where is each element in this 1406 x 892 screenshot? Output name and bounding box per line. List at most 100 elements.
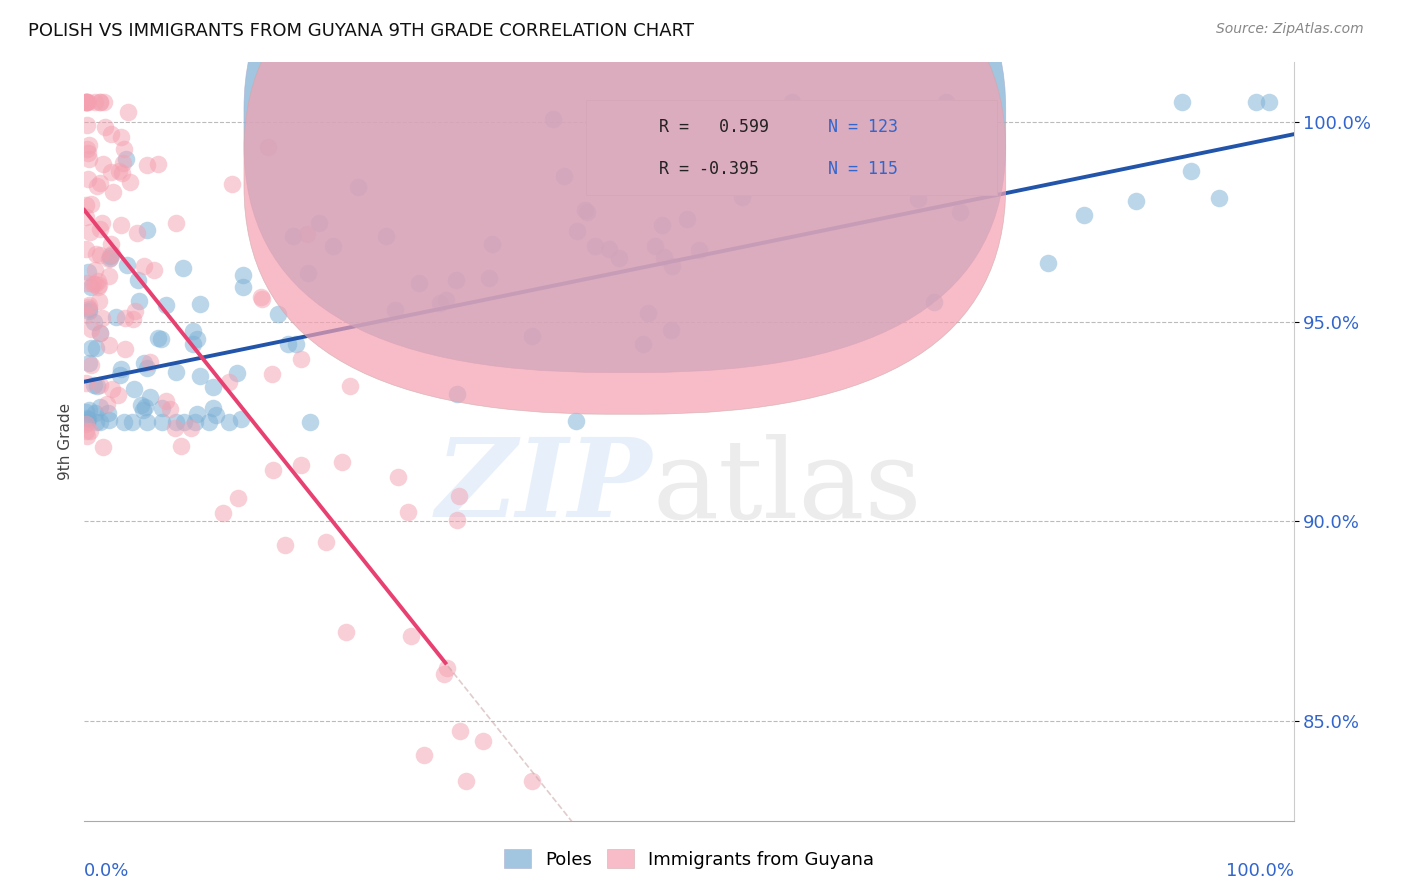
Point xyxy=(79,341,101,355)
Point xyxy=(201,401,224,416)
Y-axis label: 9th Grade: 9th Grade xyxy=(58,403,73,480)
Point xyxy=(481,237,503,252)
Point xyxy=(136,360,159,375)
Point xyxy=(91,440,114,454)
Point xyxy=(436,661,458,675)
Point xyxy=(77,300,100,314)
FancyBboxPatch shape xyxy=(586,101,997,195)
Point xyxy=(172,261,194,276)
Point xyxy=(1036,256,1059,270)
Point xyxy=(122,312,145,326)
Point xyxy=(413,748,436,763)
Point xyxy=(907,192,929,206)
Point xyxy=(598,242,620,256)
Point xyxy=(688,243,710,257)
Point xyxy=(148,157,170,171)
Point xyxy=(111,166,134,180)
Point xyxy=(315,534,337,549)
Point xyxy=(77,264,100,278)
Point xyxy=(134,356,156,370)
Point xyxy=(218,376,240,390)
Point xyxy=(250,290,273,304)
Point xyxy=(155,298,177,312)
Point xyxy=(335,624,357,639)
Point xyxy=(152,415,174,429)
Point xyxy=(115,258,138,272)
Point xyxy=(76,95,98,110)
Point xyxy=(77,356,100,370)
Point xyxy=(284,337,307,351)
Point xyxy=(714,114,737,128)
Point xyxy=(165,216,187,230)
Point xyxy=(450,724,472,739)
Point xyxy=(387,470,409,484)
Point xyxy=(80,322,103,336)
Point xyxy=(131,398,153,412)
Point xyxy=(218,415,240,429)
Point xyxy=(98,412,121,426)
Point xyxy=(79,152,101,166)
Point xyxy=(76,276,98,290)
Point xyxy=(922,294,945,309)
Point xyxy=(75,95,97,110)
Point xyxy=(79,424,101,438)
Point xyxy=(84,341,107,355)
Point xyxy=(384,302,406,317)
Point xyxy=(935,95,957,110)
Text: ZIP: ZIP xyxy=(436,434,652,541)
Point xyxy=(173,415,195,429)
Point xyxy=(444,273,467,287)
Point xyxy=(80,196,103,211)
Point xyxy=(83,377,105,392)
Point xyxy=(181,337,204,351)
Point xyxy=(134,400,156,414)
Text: R =   0.599: R = 0.599 xyxy=(659,118,769,136)
Point xyxy=(84,246,107,260)
Point xyxy=(1125,194,1147,209)
Point xyxy=(75,376,97,390)
Point xyxy=(226,491,249,505)
Point xyxy=(93,95,115,110)
Point xyxy=(110,219,132,233)
Legend: Poles, Immigrants from Guyana: Poles, Immigrants from Guyana xyxy=(496,842,882,876)
Point xyxy=(522,328,544,343)
Point xyxy=(232,268,254,282)
Point xyxy=(1171,95,1194,110)
Point xyxy=(84,263,107,277)
Point xyxy=(75,243,97,257)
Point xyxy=(127,226,149,240)
Point xyxy=(117,105,139,120)
Point xyxy=(446,513,468,527)
Point xyxy=(252,292,274,306)
Text: Source: ZipAtlas.com: Source: ZipAtlas.com xyxy=(1216,22,1364,37)
Point xyxy=(75,198,97,212)
Point xyxy=(583,239,606,253)
Point xyxy=(112,142,135,156)
Point xyxy=(77,298,100,312)
Point xyxy=(89,415,111,429)
Point xyxy=(76,142,98,156)
FancyBboxPatch shape xyxy=(245,0,1005,414)
Point xyxy=(83,406,105,420)
Point xyxy=(96,397,118,411)
Point xyxy=(75,210,97,224)
Point xyxy=(267,307,290,321)
Point xyxy=(83,315,105,329)
Point xyxy=(186,407,208,421)
Point xyxy=(97,405,120,419)
Point xyxy=(87,279,110,293)
Point xyxy=(121,415,143,429)
Point xyxy=(122,382,145,396)
Point xyxy=(188,368,211,383)
Point xyxy=(89,176,111,190)
Point xyxy=(127,272,149,286)
Point xyxy=(290,458,312,472)
Text: POLISH VS IMMIGRANTS FROM GUYANA 9TH GRADE CORRELATION CHART: POLISH VS IMMIGRANTS FROM GUYANA 9TH GRA… xyxy=(28,22,695,40)
Point xyxy=(202,379,225,393)
Point xyxy=(263,463,285,477)
Point xyxy=(198,415,221,429)
Point xyxy=(283,229,305,244)
Point xyxy=(180,421,202,435)
Point xyxy=(77,412,100,426)
Point xyxy=(90,310,112,325)
